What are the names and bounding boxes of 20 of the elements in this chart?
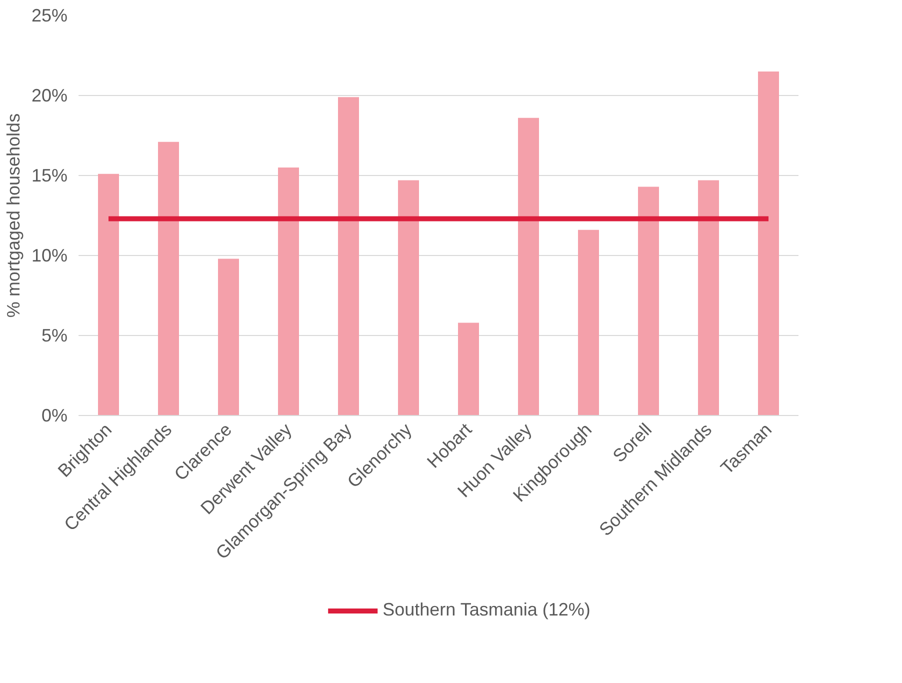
y-tick-label: 25% [31, 6, 68, 26]
bar [338, 97, 359, 416]
bar [158, 142, 179, 416]
bar [218, 258, 239, 416]
bar [578, 230, 599, 416]
bar [278, 168, 299, 416]
bar [98, 174, 119, 416]
y-tick-label: 10% [31, 246, 68, 266]
y-tick-label: 5% [41, 326, 68, 346]
legend-label: Southern Tasmania (12%) [382, 600, 590, 620]
bar [398, 180, 419, 416]
bar [638, 186, 659, 416]
y-tick-label: 20% [31, 86, 68, 106]
y-tick-label: 0% [41, 406, 68, 426]
bar [698, 180, 719, 416]
y-tick-label: 15% [31, 166, 68, 186]
y-axis-title: % mortgaged households [3, 113, 24, 318]
bar [758, 72, 779, 416]
bar [518, 118, 539, 416]
bar [458, 322, 479, 416]
